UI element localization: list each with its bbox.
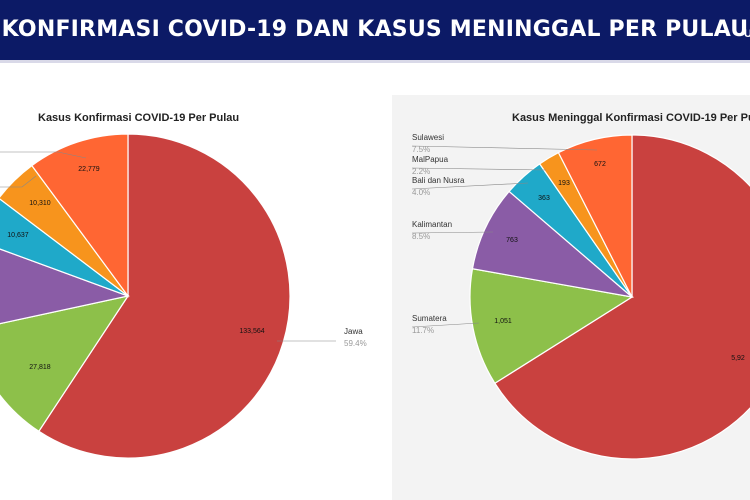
pie-slice-sumatera[interactable]	[469, 268, 634, 385]
data-label-jawa: 5,92	[731, 355, 745, 362]
pie-slice-kalimantan[interactable]	[0, 240, 131, 330]
leader-line-stub	[0, 151, 87, 159]
chart-title-confirmed: Kasus Konfirmasi COVID-19 Per Pulau	[38, 112, 239, 124]
header-bar	[0, 0, 750, 60]
percent-label-bali-dan-nusra: 4.0%	[412, 188, 430, 197]
pie-slice-kalimantan[interactable]	[471, 190, 635, 298]
pie-deaths: 5,92 1,051 763 363 193 672	[469, 134, 750, 460]
outer-labels-1: Sulawesi 7.5%MalPapua 2.2%Bali dan Nusra 4.…	[411, 133, 598, 335]
percent-label-jawa: 59.4%	[344, 339, 367, 348]
leader-line-sumatera	[411, 322, 480, 328]
data-label-bali-dan-nusra: 10,637	[7, 232, 29, 239]
pie-slice-jawa[interactable]	[494, 134, 750, 460]
outer-labels-0: Jawa 59.4%	[277, 327, 367, 348]
percent-label-kalimantan: 8.5%	[412, 232, 430, 241]
percent-label-malpapua: 2.2%	[412, 167, 430, 176]
leader-line-malpapua	[411, 167, 547, 171]
data-label-malpapua: 10,310	[29, 200, 51, 207]
category-label-kalimantan: Kalimantan	[412, 220, 452, 229]
percent-label-sumatera: 11.7%	[412, 326, 434, 335]
data-label-kalimantan: 763	[506, 237, 518, 244]
header-logo-fragment: U	[744, 28, 750, 38]
pie-slice-sumatera[interactable]	[0, 295, 130, 433]
category-label-sulawesi: Sulawesi	[412, 133, 444, 142]
leader-line-kalimantan	[411, 231, 494, 234]
leader-line-sulawesi	[411, 145, 598, 151]
data-label-sumatera: 1,051	[494, 318, 512, 325]
data-label-sulawesi: 672	[594, 161, 606, 168]
header-divider	[0, 60, 750, 63]
category-label-sumatera: Sumatera	[412, 314, 447, 323]
data-label-sulawesi: 22,779	[78, 166, 100, 173]
pie-slice-sulawesi[interactable]	[557, 134, 633, 298]
data-label-malpapua: 193	[558, 180, 570, 187]
pie-slice-sulawesi[interactable]	[31, 133, 129, 298]
data-label-sumatera: 27,818	[29, 364, 51, 371]
category-label-bali-dan-nusra: Bali dan Nusra	[412, 176, 465, 185]
category-label-malpapua: MalPapua	[412, 155, 449, 164]
leader-line-stub	[0, 175, 37, 188]
data-label-jawa: 133,564	[239, 328, 264, 335]
chart-title-deaths: Kasus Meninggal Konfirmasi COVID-19 Per …	[512, 112, 750, 124]
category-label-jawa: Jawa	[344, 327, 363, 336]
page-title: KONFIRMASI COVID-19 DAN KASUS MENINGGAL …	[1, 17, 749, 42]
pie-slice-jawa[interactable]	[38, 133, 291, 459]
percent-label-sulawesi: 7.5%	[412, 145, 430, 154]
leader-line-bali-dan-nusra	[411, 182, 529, 190]
data-label-bali-dan-nusra: 363	[538, 195, 550, 202]
